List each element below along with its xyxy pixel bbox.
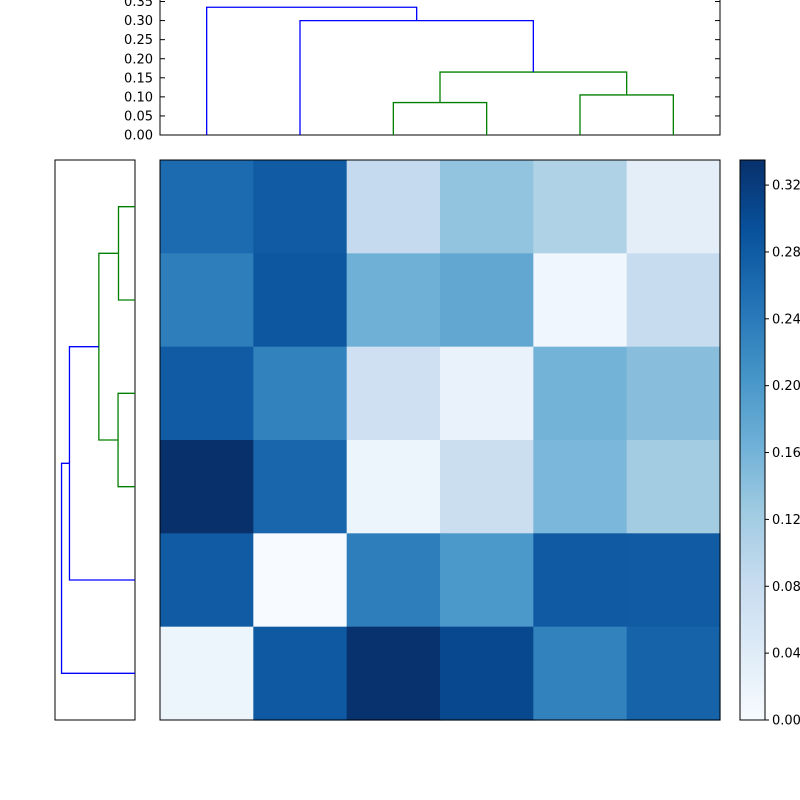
heatmap-cell [160, 533, 254, 628]
colorbar-tick-label: 0.28 [772, 245, 800, 260]
heatmap-cell [253, 253, 348, 348]
axis-tick-label: 0.10 [124, 90, 153, 105]
heatmap-cell [626, 160, 721, 254]
heatmap-cell [440, 160, 534, 254]
dendrogram-link [68, 346, 135, 581]
heatmap-border [159, 159, 721, 721]
left-dendrogram [54, 159, 136, 721]
axis-tick-label: 0.20 [124, 52, 153, 67]
dendrogram-link [439, 71, 628, 103]
heatmap-cell [253, 346, 348, 441]
heatmap-cell [626, 253, 721, 348]
dendrogram-link [117, 206, 135, 301]
dendrogram-link [206, 6, 418, 135]
heatmap-cell [160, 346, 254, 441]
heatmap-cell [626, 626, 721, 721]
heatmap-cell [160, 253, 254, 348]
colorbar-tick-label: 0.24 [772, 312, 800, 327]
colorbar-tick-label: 0.12 [772, 513, 800, 528]
heatmap-cell [533, 160, 628, 254]
dendrogram-link [299, 19, 534, 135]
top-dendrogram: 0.00 0.05 0.10 0.15 0.20 0.25 0.30 0.35 [124, 0, 721, 144]
heatmap-cell [533, 346, 628, 441]
dendrogram-link [579, 94, 674, 135]
heatmap-cell [533, 253, 628, 348]
colorbar: 0.00 0.04 0.08 0.12 0.16 0.20 0.24 0.28 0.32 [739, 159, 800, 729]
axis-tick-label: 0.25 [124, 33, 153, 48]
heatmap-cell [626, 346, 721, 441]
heatmap-cell [160, 160, 254, 254]
axis-tick-label: 0.30 [124, 14, 153, 29]
heatmap-cell [346, 160, 441, 254]
heatmap-cell [346, 253, 441, 348]
colorbar-gradient [739, 159, 766, 721]
heatmap-cell [160, 440, 254, 534]
heatmap-cell [440, 346, 534, 441]
colorbar-tick-label: 0.32 [772, 179, 800, 194]
heatmap-cell [626, 440, 721, 534]
axis-tick-label: 0.05 [124, 109, 153, 124]
heatmap-cell [440, 253, 534, 348]
dendrogram-link [117, 392, 135, 488]
heatmap-cell [253, 626, 348, 721]
heatmap-cell [440, 626, 534, 721]
axis-tick-label: 0.00 [124, 129, 153, 144]
colorbar-tick-label: 0.04 [772, 647, 800, 662]
axis-tick-label: 0.35 [124, 0, 153, 10]
heatmap-cell [253, 533, 348, 628]
heatmap-cell [253, 160, 348, 254]
top-dendrogram-axes [159, 0, 721, 136]
heatmap-cell [626, 533, 721, 628]
colorbar-tick-label: 0.00 [772, 714, 800, 729]
heatmap-cell [533, 626, 628, 721]
heatmap-cell [346, 626, 441, 721]
colorbar-tick-label: 0.16 [772, 446, 800, 461]
dendrogram-link [392, 101, 488, 135]
heatmap-matrix [159, 159, 721, 721]
heatmap-cell [440, 440, 534, 534]
heatmap-cell [346, 440, 441, 534]
heatmap-cell [440, 533, 534, 628]
heatmap-cell [160, 626, 254, 721]
left-dendrogram-axes [54, 159, 136, 721]
colorbar-tick-label: 0.08 [772, 580, 800, 595]
dendrogram-link [98, 252, 119, 441]
heatmap-cell [346, 346, 441, 441]
colorbar-tick-label: 0.20 [772, 379, 800, 394]
heatmap-cell [533, 533, 628, 628]
heatmap-cell [533, 440, 628, 534]
heatmap-cell [253, 440, 348, 534]
dendrogram-link [60, 462, 135, 674]
heatmap-cell [346, 533, 441, 628]
axis-tick-label: 0.15 [124, 71, 153, 86]
